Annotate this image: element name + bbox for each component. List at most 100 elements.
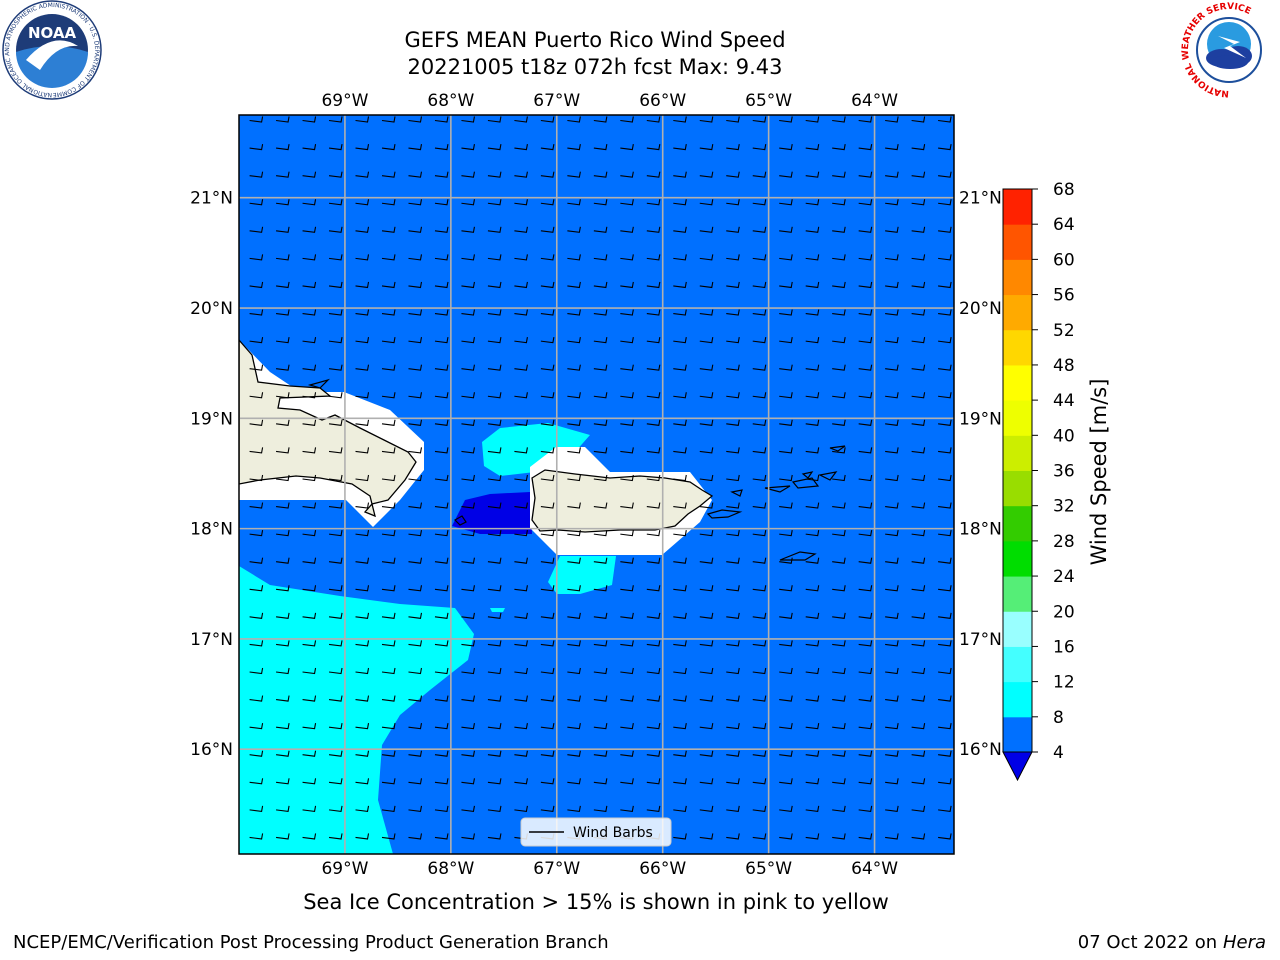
wind-barb bbox=[567, 805, 581, 812]
wind-barb bbox=[805, 254, 820, 261]
wind-barb bbox=[911, 309, 926, 316]
colorbar-swatch bbox=[1003, 400, 1032, 436]
wind-barb bbox=[938, 254, 952, 261]
wind-barb bbox=[646, 585, 661, 592]
wind-barb bbox=[858, 612, 873, 619]
wind-barb bbox=[355, 667, 370, 675]
colorbar-under-arrow bbox=[1002, 751, 1033, 782]
wind-barb bbox=[408, 805, 423, 812]
wind-barb bbox=[911, 143, 926, 151]
wind-barb bbox=[381, 640, 396, 647]
wind-barb bbox=[646, 557, 661, 564]
wind-barb bbox=[408, 171, 423, 178]
wind-barb bbox=[487, 530, 502, 537]
wind-barb bbox=[276, 723, 290, 730]
wind-barb bbox=[408, 447, 423, 454]
wind-barb bbox=[461, 640, 475, 647]
wind-barb bbox=[381, 199, 396, 206]
wind-barb bbox=[805, 667, 820, 675]
wind-barb bbox=[408, 750, 423, 757]
wind-barb bbox=[540, 667, 555, 675]
wind-barb bbox=[487, 392, 502, 399]
wind-barb bbox=[408, 640, 423, 647]
wind-barb bbox=[726, 116, 740, 123]
wind-barb bbox=[858, 447, 873, 454]
wind-barb bbox=[355, 447, 370, 454]
wind-barb bbox=[885, 309, 899, 316]
wind-barb bbox=[885, 640, 899, 647]
wind-barb bbox=[699, 364, 714, 371]
lat-tick-label-right: 17°N bbox=[959, 630, 1002, 650]
colorbar-swatch bbox=[1003, 576, 1032, 612]
wind-barb bbox=[646, 778, 661, 785]
wind-barb bbox=[408, 364, 423, 371]
wind-barb bbox=[885, 116, 899, 123]
wind-barb bbox=[355, 833, 370, 840]
wind-barb bbox=[805, 199, 820, 206]
wind-barb bbox=[911, 778, 926, 785]
wind-barb bbox=[779, 392, 793, 399]
island-culebra bbox=[730, 489, 743, 497]
wind-barb bbox=[249, 199, 264, 206]
wind-barb bbox=[885, 778, 899, 785]
wind-barb bbox=[726, 750, 740, 757]
wind-barb bbox=[646, 199, 661, 206]
wind-barb bbox=[752, 585, 767, 592]
wind-barb bbox=[699, 171, 714, 178]
wind-barb bbox=[832, 143, 846, 151]
wind-barb bbox=[567, 474, 581, 482]
wind-barb bbox=[858, 226, 873, 233]
wind-barb bbox=[805, 419, 820, 426]
colorbar-tick-label: 16 bbox=[1053, 637, 1075, 657]
wind-barb bbox=[620, 309, 634, 316]
wind-barb bbox=[434, 723, 449, 730]
wind-barb bbox=[593, 116, 608, 123]
wind-barb bbox=[487, 695, 502, 702]
wind-barb bbox=[673, 502, 687, 509]
wind-barb bbox=[779, 612, 793, 619]
wind-barb bbox=[646, 447, 661, 454]
wind-barb bbox=[805, 612, 820, 619]
wind-barb bbox=[408, 254, 423, 261]
wind-barb bbox=[249, 640, 264, 647]
wind-barb bbox=[381, 419, 396, 426]
lon-tick-label-bottom: 65°W bbox=[745, 859, 792, 879]
wind-barb bbox=[328, 723, 343, 730]
wind-barb bbox=[355, 364, 370, 371]
wind-barb bbox=[328, 640, 343, 647]
islands-virgin bbox=[764, 471, 838, 493]
wind-barb bbox=[673, 750, 687, 757]
wind-barb bbox=[673, 640, 687, 647]
wind-barb bbox=[726, 833, 740, 840]
wind-barb bbox=[885, 557, 899, 564]
wind-barb bbox=[593, 419, 608, 426]
wind-barb bbox=[858, 337, 873, 344]
wind-barb bbox=[408, 309, 423, 316]
wind-barb bbox=[381, 723, 396, 730]
wind-barb bbox=[540, 502, 555, 509]
lon-labels-bottom: 69°W 68°W 67°W 66°W 65°W 64°W bbox=[321, 859, 898, 879]
wind-barb bbox=[752, 612, 767, 619]
wind-barb bbox=[726, 364, 740, 371]
wind-barb bbox=[567, 254, 581, 261]
wind-barb bbox=[328, 281, 343, 289]
wind-barb bbox=[461, 833, 475, 840]
wind-barb bbox=[805, 695, 820, 702]
colorbar-tick-label: 68 bbox=[1053, 180, 1075, 200]
wind-barb bbox=[779, 530, 793, 537]
wind-barb bbox=[355, 502, 370, 509]
wind-barb bbox=[328, 502, 343, 509]
wind-barb bbox=[540, 778, 555, 785]
colorbar-label: Wind Speed [m/s] bbox=[1087, 379, 1111, 566]
wind-barb bbox=[328, 199, 343, 206]
wind-barb bbox=[567, 447, 581, 454]
wind-barb bbox=[699, 199, 714, 206]
wind-barb bbox=[938, 640, 952, 647]
wind-barb bbox=[858, 723, 873, 730]
wind-barb bbox=[805, 226, 820, 233]
wind-barb bbox=[673, 723, 687, 730]
wind-barb bbox=[726, 447, 740, 454]
wind-barb bbox=[885, 474, 899, 482]
wind-barb bbox=[434, 116, 449, 123]
wind-barb bbox=[832, 419, 846, 426]
